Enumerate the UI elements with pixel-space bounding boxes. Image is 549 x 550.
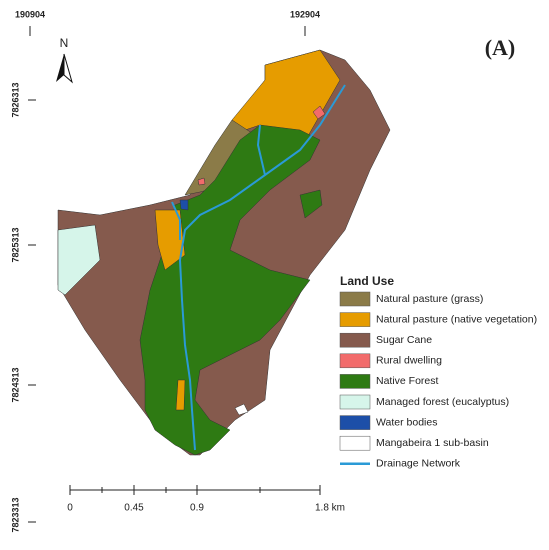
legend-label: Drainage Network: [376, 458, 461, 470]
drainage-main: [178, 84, 346, 451]
north-arrow: [56, 54, 64, 82]
panel-label: (A): [485, 35, 516, 60]
legend-swatch: [339, 291, 371, 307]
legend: Natural pasture (grass) Natural pasture (…: [339, 291, 537, 470]
scale-label: 0.45: [124, 503, 144, 514]
legend-label: Water bodies: [376, 416, 437, 428]
drainage-tributary: [171, 201, 181, 240]
legend-label: Native Forest: [376, 375, 439, 387]
legend-swatch: [339, 353, 371, 369]
legend-swatch: [339, 374, 371, 389]
legend-swatch: [339, 332, 371, 348]
water-body: [179, 199, 189, 211]
y-coordinate: 7825313: [10, 227, 20, 262]
land-use-map: [57, 49, 391, 456]
rural-dwelling: [312, 105, 326, 120]
rural-dwelling: [197, 177, 206, 186]
y-coordinate: 7823313: [10, 497, 20, 532]
y-coordinate: 7826313: [10, 82, 20, 117]
legend-label: Managed forest (eucalyptus): [376, 396, 509, 408]
scale-label: 0.9: [190, 503, 204, 514]
legend-label: Sugar Cane: [376, 334, 432, 346]
legend-swatch: [339, 435, 371, 451]
legend-swatch: [339, 394, 371, 410]
legend-label: Natural pasture (grass): [376, 293, 483, 305]
scale-label: 1.8 km: [315, 503, 345, 514]
legend-label: Natural pasture (native vegetation): [376, 313, 537, 325]
eucalyptus-area: [57, 224, 101, 296]
y-coordinate: 7824313: [10, 367, 20, 402]
x-coordinate: 190904: [15, 9, 45, 19]
pasture-native-area: [175, 379, 186, 411]
legend-swatch: [339, 312, 371, 327]
x-coordinate: 192904: [290, 9, 320, 19]
north-arrow: [63, 53, 73, 84]
sub-basin-gap: [234, 403, 249, 416]
legend-label: Mangabeira 1 sub-basin: [376, 437, 489, 449]
scale-label: 0: [67, 503, 73, 514]
north-label: N: [60, 36, 69, 50]
legend-title: Land Use: [340, 274, 394, 288]
legend-label: Rural dwelling: [376, 355, 442, 367]
drainage-tributary: [256, 124, 266, 176]
native-forest-area: [299, 189, 323, 219]
legend-swatch: [339, 415, 371, 430]
